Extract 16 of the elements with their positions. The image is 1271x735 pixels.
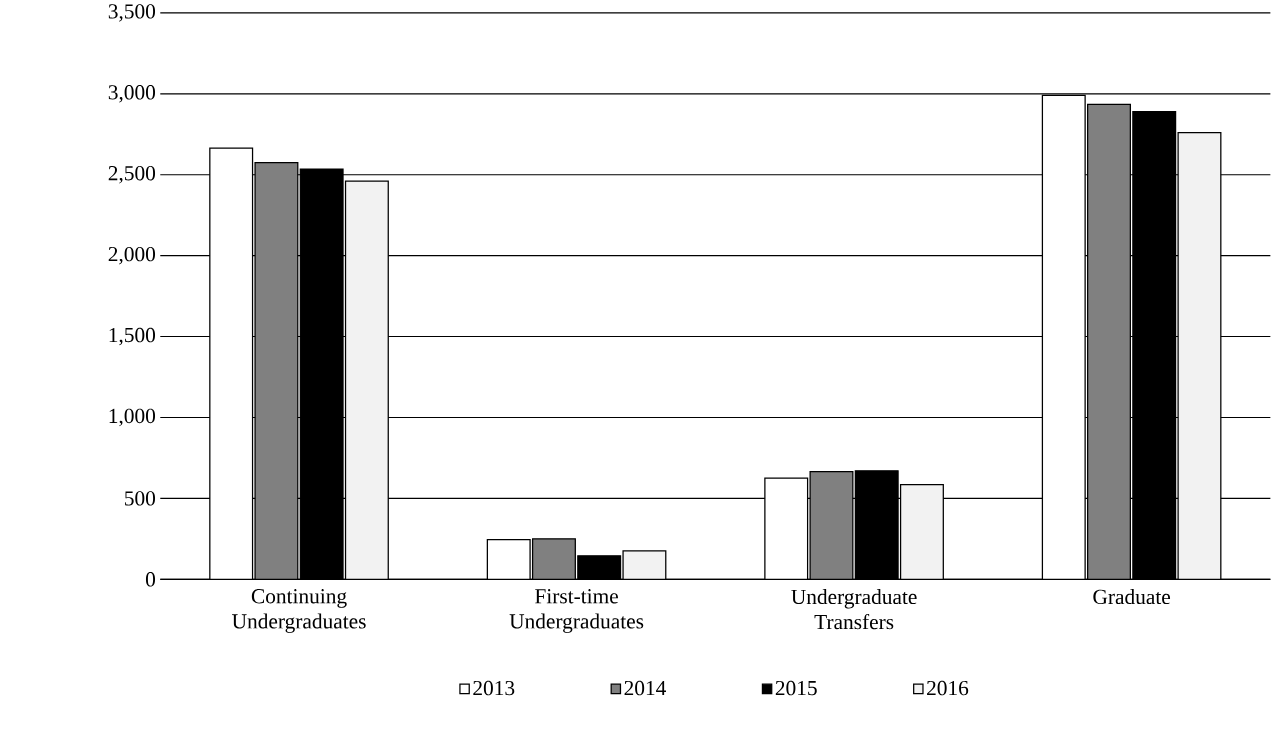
y-tick-label: 500 [125, 491, 156, 506]
x-tick-label: First-time Undergraduates [509, 589, 644, 634]
y-tick-label: 2,500 [108, 166, 156, 184]
y-tick-label: 1,500 [109, 328, 156, 346]
y-tick-label: 1,000 [109, 408, 156, 427]
y-tick-label: 0 [145, 572, 156, 587]
x-tick-label: Graduate [1093, 589, 1171, 605]
legend-label: 2015 [775, 681, 817, 696]
x-tick-label: Continuing Undergraduates [232, 589, 366, 634]
y-tick-label: 2,000 [108, 247, 156, 265]
legend-label: 2016 [927, 681, 969, 696]
legend-label: 2013 [473, 681, 515, 696]
x-tick-label: Undergraduate Transfers [791, 589, 917, 630]
legend-label: 2014 [624, 681, 666, 696]
y-tick-label: 3,500 [108, 4, 156, 22]
y-tick-label: 3,000 [108, 85, 156, 103]
